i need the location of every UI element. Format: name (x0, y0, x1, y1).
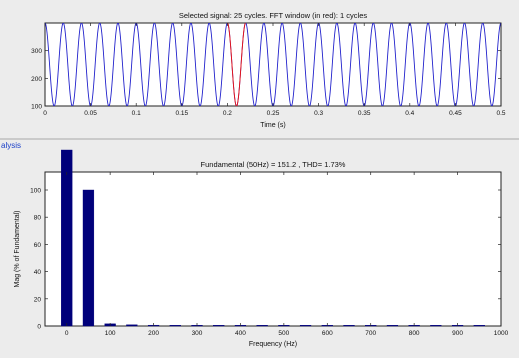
y-tick-label: 20 (34, 296, 42, 303)
chart-title: Fundamental (50Hz) = 151.2 , THD= 1.73% (201, 160, 346, 169)
y-tick-label: 100 (31, 104, 42, 111)
panel-label: alysis (1, 141, 21, 150)
x-tick-label: 1000 (494, 330, 509, 337)
y-axis-label: Mag (% of Fundamental) (14, 210, 21, 287)
chart-title: Selected signal: 25 cycles. FFT window (… (179, 11, 368, 20)
x-tick-label: 500 (278, 330, 289, 337)
x-tick-label: 300 (192, 330, 203, 337)
x-tick-label: 0 (65, 330, 69, 337)
x-tick-label: 0 (43, 110, 47, 117)
x-tick-label: 0.2 (223, 110, 232, 117)
x-tick-label: 0.35 (358, 110, 371, 117)
plot-area (44, 171, 502, 327)
x-tick-label: 600 (322, 330, 333, 337)
bar (430, 325, 442, 327)
bar (126, 324, 138, 327)
x-tick-label: 0.05 (84, 110, 97, 117)
x-tick-label: 0.45 (449, 110, 462, 117)
bar (343, 325, 355, 327)
bar (82, 189, 95, 327)
y-tick-label: 300 (31, 48, 42, 55)
plot-area (44, 22, 502, 107)
bar (256, 325, 268, 327)
signal-line (45, 23, 501, 106)
y-tick-label: 40 (34, 269, 42, 276)
fft-window-line (227, 23, 246, 106)
time-signal-plot: Selected signal: 25 cycles. FFT window (… (31, 11, 506, 129)
bar (213, 325, 225, 327)
y-tick-label: 60 (34, 242, 42, 249)
bar (169, 325, 181, 327)
bar (61, 149, 73, 327)
x-tick-label: 0.5 (496, 110, 505, 117)
bar (386, 325, 399, 327)
x-tick-label: 0.1 (132, 110, 141, 117)
y-tick-label: 80 (34, 215, 42, 222)
x-tick-label: 400 (235, 330, 246, 337)
y-tick-label: 200 (31, 76, 42, 83)
x-tick-label: 200 (148, 330, 159, 337)
bar (473, 325, 485, 327)
bar (299, 325, 312, 327)
x-axis-label: Frequency (Hz) (249, 341, 297, 348)
x-tick-label: 100 (105, 330, 116, 337)
x-tick-label: 0.15 (175, 110, 188, 117)
x-tick-label: 0.4 (405, 110, 414, 117)
x-tick-label: 900 (452, 330, 463, 337)
x-tick-label: 800 (409, 330, 420, 337)
x-tick-label: 0.25 (267, 110, 280, 117)
x-tick-label: 700 (365, 330, 376, 337)
x-tick-label: 0.3 (314, 110, 323, 117)
y-tick-label: 0 (37, 324, 41, 331)
y-tick-label: 100 (30, 188, 41, 195)
fft-spectrum-plot: Fundamental (50Hz) = 151.2 , THD= 1.73% 0… (14, 149, 509, 348)
x-axis-label: Time (s) (260, 122, 285, 129)
